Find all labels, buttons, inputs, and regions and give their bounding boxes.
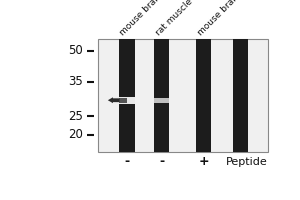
- Text: mouse brain: mouse brain: [118, 0, 165, 38]
- Bar: [98, 39, 268, 152]
- Text: 35: 35: [68, 75, 83, 88]
- Text: 25: 25: [68, 110, 83, 123]
- Text: +: +: [198, 155, 209, 168]
- Text: mouse brain: mouse brain: [196, 0, 242, 38]
- Bar: [119, 98, 127, 103]
- Text: 20: 20: [68, 128, 83, 141]
- Bar: [154, 98, 170, 103]
- FancyArrow shape: [108, 97, 119, 103]
- Bar: [196, 39, 211, 152]
- Text: -: -: [124, 155, 130, 168]
- Text: rat muscle: rat muscle: [154, 0, 195, 38]
- Text: -: -: [159, 155, 164, 168]
- Text: Peptide: Peptide: [226, 157, 268, 167]
- Bar: [119, 39, 135, 152]
- Bar: [233, 39, 248, 152]
- Bar: [154, 39, 170, 152]
- Bar: [119, 97, 135, 104]
- Text: 50: 50: [68, 44, 83, 57]
